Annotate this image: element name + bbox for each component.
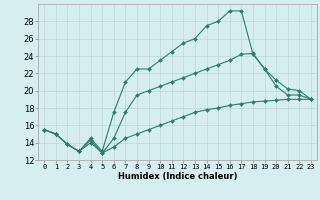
X-axis label: Humidex (Indice chaleur): Humidex (Indice chaleur) xyxy=(118,172,237,181)
